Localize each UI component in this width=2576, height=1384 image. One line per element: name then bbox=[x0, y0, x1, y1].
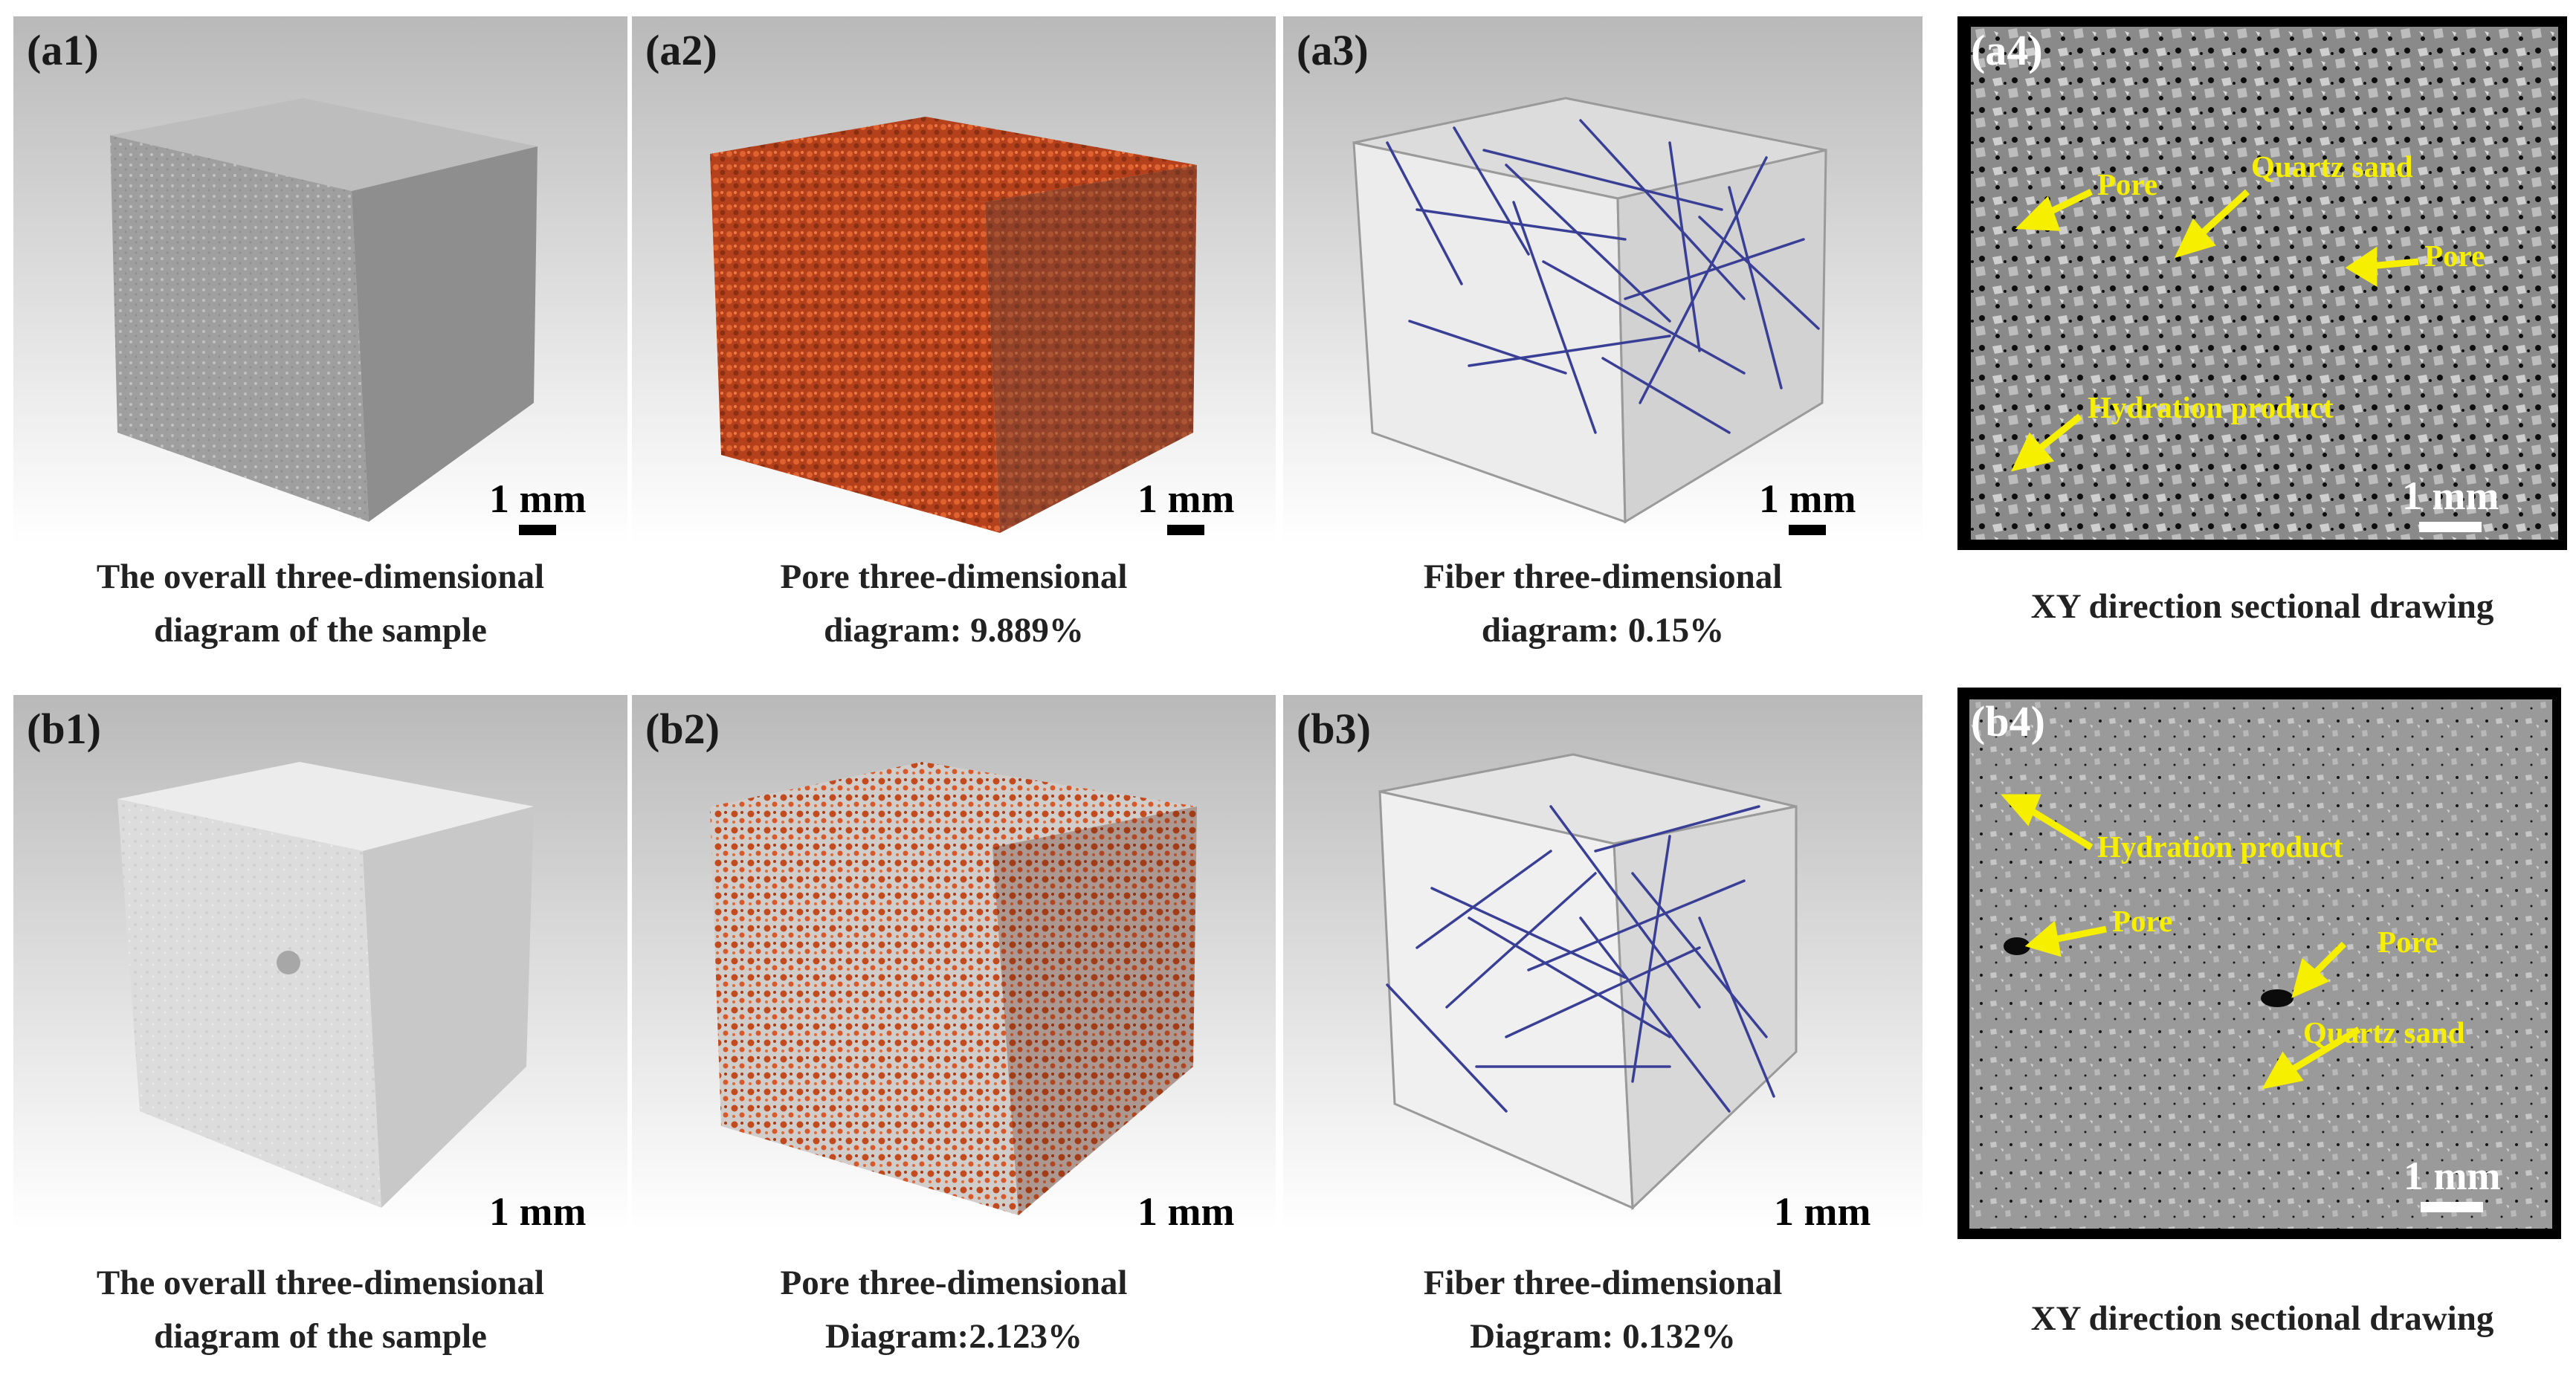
panel-tag: (a1) bbox=[27, 26, 99, 74]
caption-line: Diagram:2.123% bbox=[825, 1317, 1082, 1356]
cube-render-b1 bbox=[117, 762, 534, 1208]
panel-a4: (a4) Pore Quartz sand Pore Hydration pro… bbox=[1957, 16, 2567, 550]
caption-b4: XY direction sectional drawing bbox=[1957, 1292, 2567, 1345]
caption-b1: The overall three-dimensional diagram of… bbox=[13, 1256, 627, 1363]
scale-bar: 1 mm bbox=[2402, 476, 2499, 532]
label-hydration-product: Hydration product bbox=[2088, 390, 2334, 424]
ct-slice-a4 bbox=[1971, 27, 2558, 540]
pore-render-b2 bbox=[710, 762, 1197, 1215]
scale-bar: 1 mm bbox=[1774, 1191, 1870, 1230]
panel-tag: (b3) bbox=[1297, 705, 1371, 753]
caption-a2: Pore three-dimensional diagram: 9.889% bbox=[632, 550, 1276, 657]
scale-line bbox=[1789, 525, 1827, 535]
panel-b1: (b1) 1 mm bbox=[13, 695, 627, 1230]
scale-line bbox=[519, 525, 557, 535]
panel-tag: (b2) bbox=[645, 705, 720, 753]
caption-b3: Fiber three-dimensional Diagram: 0.132% bbox=[1283, 1256, 1923, 1363]
caption-line: The overall three-dimensional bbox=[96, 1264, 545, 1302]
caption-b2: Pore three-dimensional Diagram:2.123% bbox=[632, 1256, 1276, 1363]
label-pore: Pore bbox=[2097, 167, 2158, 201]
caption-line: Pore three-dimensional bbox=[780, 557, 1128, 596]
label-quartz-sand: Quartz sand bbox=[2303, 1015, 2465, 1050]
scale-line bbox=[2419, 522, 2482, 532]
caption-line: Fiber three-dimensional bbox=[1423, 557, 1783, 596]
fiber-render-b3 bbox=[1378, 753, 1798, 1211]
label-quartz-sand: Quartz sand bbox=[2251, 149, 2413, 184]
panel-b3: (b3) 1 mm bbox=[1283, 695, 1923, 1230]
caption-line: Diagram: 0.132% bbox=[1470, 1317, 1736, 1356]
scale-label: 1 mm bbox=[2402, 473, 2499, 518]
label-pore-2: Pore bbox=[2378, 925, 2438, 959]
caption-line: Pore three-dimensional bbox=[780, 1264, 1128, 1302]
panel-tag: (b4) bbox=[1971, 697, 2045, 746]
scale-bar: 1 mm bbox=[489, 479, 586, 535]
panel-tag: (a2) bbox=[645, 26, 717, 74]
panel-tag: (a3) bbox=[1297, 26, 1369, 74]
scale-bar: 1 mm bbox=[489, 1191, 586, 1230]
caption-a3: Fiber three-dimensional diagram: 0.15% bbox=[1283, 550, 1923, 657]
label-hydration-product: Hydration product bbox=[2097, 830, 2343, 864]
panel-b4: (b4) Hydration product Pore Pore Quartz … bbox=[1957, 688, 2561, 1239]
scale-label: 1 mm bbox=[489, 476, 587, 521]
caption-a1: The overall three-dimensional diagram of… bbox=[13, 550, 627, 657]
panel-a2: (a2) 1 mm bbox=[632, 16, 1276, 544]
label-pore-2: Pore bbox=[2424, 239, 2485, 273]
panel-tag: (a4) bbox=[1971, 26, 2043, 74]
cube-render-a1 bbox=[110, 98, 538, 522]
scale-label: 1 mm bbox=[2404, 1154, 2501, 1198]
panel-tag: (b1) bbox=[27, 705, 101, 753]
scale-bar: 1 mm bbox=[1759, 479, 1856, 535]
panel-b2: (b2) 1 mm bbox=[632, 695, 1276, 1230]
scale-label: 1 mm bbox=[1137, 1189, 1235, 1230]
caption-line: diagram: 0.15% bbox=[1481, 611, 1725, 650]
scale-label: 1 mm bbox=[1774, 1189, 1871, 1230]
panel-a1: (a1) 1 mm bbox=[13, 16, 627, 544]
caption-a4: XY direction sectional drawing bbox=[1957, 580, 2567, 633]
caption-line: diagram: 9.889% bbox=[824, 611, 1084, 650]
scale-bar: 1 mm bbox=[1137, 1191, 1234, 1230]
caption-line: diagram of the sample bbox=[154, 611, 487, 650]
scale-label: 1 mm bbox=[489, 1189, 587, 1230]
caption-line: XY direction sectional drawing bbox=[2030, 587, 2494, 626]
caption-line: The overall three-dimensional bbox=[96, 557, 545, 596]
scale-line bbox=[1167, 525, 1205, 535]
scale-label: 1 mm bbox=[1759, 476, 1856, 521]
caption-line: XY direction sectional drawing bbox=[2030, 1299, 2494, 1338]
panel-a3: (a3) 1 mm bbox=[1283, 16, 1923, 544]
scale-bar: 1 mm bbox=[1137, 479, 1234, 535]
scale-bar: 1 mm bbox=[2404, 1156, 2500, 1212]
scale-line bbox=[2421, 1202, 2484, 1212]
scale-label: 1 mm bbox=[1137, 476, 1235, 521]
caption-line: Fiber three-dimensional bbox=[1423, 1264, 1783, 1302]
caption-line: diagram of the sample bbox=[154, 1317, 487, 1356]
pore-render-a2 bbox=[710, 117, 1197, 533]
fiber-render-a3 bbox=[1352, 97, 1827, 524]
label-pore: Pore bbox=[2112, 904, 2173, 938]
ct-slice-b4 bbox=[1969, 699, 2552, 1229]
